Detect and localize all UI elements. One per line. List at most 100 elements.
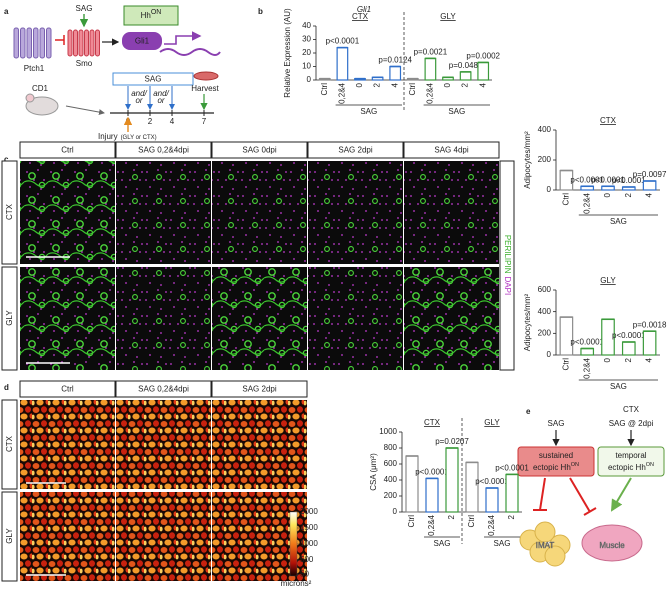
x-tick-label: Ctrl — [562, 358, 571, 371]
micrograph — [212, 267, 307, 370]
column-header — [211, 141, 308, 159]
column-label: SAG 4dpi — [434, 146, 468, 155]
bar — [485, 487, 499, 513]
dna — [159, 48, 221, 56]
group-label: GLY — [600, 276, 616, 285]
y-tick-label: 200 — [538, 155, 552, 164]
column-label: SAG 0,2&4dpi — [138, 146, 189, 155]
mouse-icon — [25, 96, 59, 116]
x-tick-label: 0,2&4 — [338, 82, 347, 103]
box-line: temporal — [615, 451, 646, 460]
p-value: p<0.0001 — [612, 331, 646, 340]
x-tick-label: 2 — [373, 82, 382, 87]
x-tick-label: 0 — [603, 357, 612, 362]
bar — [425, 477, 439, 513]
y-tick-label: 0 — [547, 350, 552, 359]
column-header — [403, 141, 500, 159]
box-text: ectopic Hh — [533, 463, 571, 472]
bar — [642, 180, 657, 191]
row-header — [1, 399, 18, 490]
y-tick-label: 200 — [538, 328, 552, 337]
stain: PERILIPIN — [503, 235, 512, 274]
bar — [477, 61, 490, 81]
bar — [580, 347, 595, 356]
smo-helix — [78, 29, 84, 57]
and-or: or — [157, 96, 164, 105]
panel-label: a — [4, 7, 9, 16]
muscle-label: Muscle — [599, 541, 625, 550]
ptch1-helix — [26, 27, 32, 59]
y-tick-label: 1000 — [379, 427, 397, 436]
x-tick-label: 2 — [624, 357, 633, 362]
ptch1-helix — [46, 27, 52, 59]
injury-label: Injury (GLY or CTX) — [98, 132, 157, 141]
y-tick-label: 0 — [547, 185, 552, 194]
fat-blob — [544, 545, 566, 567]
x-axis-label: SAG — [494, 539, 511, 548]
row-label: CTX — [5, 203, 14, 220]
hh-sup: ON — [151, 9, 162, 16]
micrograph — [20, 400, 115, 489]
panel-label: c — [4, 155, 9, 164]
y-axis-label: Adipocytes/mm² — [523, 131, 532, 189]
smo-label: Smo — [76, 59, 93, 68]
x-tick-label: 0,2&4 — [426, 82, 435, 103]
y-tick-label: 400 — [384, 475, 398, 484]
fat-blob — [534, 521, 556, 543]
stain-box — [499, 160, 515, 371]
micrograph — [20, 161, 115, 264]
stain2: DAPI — [503, 277, 512, 296]
p-value: p<0.0001 — [495, 464, 529, 473]
colorbar-label: 1000 — [300, 539, 318, 548]
ptch1-helix — [39, 27, 45, 59]
box-line: sustained — [539, 451, 573, 460]
colorbar-label: 50 — [300, 570, 309, 579]
y-tick-label: 30 — [302, 35, 311, 44]
y-tick-label: 400 — [538, 307, 552, 316]
ptch1-helix — [13, 27, 19, 59]
x-axis-label: SAG — [448, 107, 465, 116]
x-axis-label: SAG — [434, 539, 451, 548]
micrograph — [308, 267, 403, 370]
x-tick-label: 2 — [507, 514, 516, 519]
box-line: ectopic HhON — [533, 462, 579, 472]
row-label: CTX — [5, 435, 14, 452]
bar — [336, 46, 349, 81]
smo-helix — [95, 29, 100, 57]
hh-box — [123, 5, 179, 26]
x-tick-label: 2 — [624, 192, 633, 197]
sag-box — [112, 72, 194, 86]
p-value: p=0.0021 — [414, 48, 448, 57]
x-tick-label: 0 — [355, 82, 364, 87]
micrograph — [20, 267, 115, 370]
ctx-label: CTX — [623, 405, 640, 414]
y-tick-label: 600 — [538, 285, 552, 294]
muscle-blob — [581, 524, 643, 562]
colorbar-unit: microns² — [281, 579, 312, 588]
p-value: p<0.0001 — [570, 175, 604, 184]
bar — [389, 65, 402, 81]
bar — [621, 341, 636, 356]
x-tick-label: 0,2&4 — [582, 192, 591, 213]
ptch1-helix — [33, 27, 39, 59]
colorbar — [289, 511, 298, 577]
mouse-label: CD1 — [32, 84, 49, 93]
group-label: CTX — [424, 418, 441, 427]
group-label: GLY — [440, 12, 456, 21]
and-or: and/ — [131, 89, 147, 98]
p-value: p<0.0001 — [570, 338, 604, 347]
colorbar-label: 2000 — [300, 507, 318, 516]
y-tick-label: 10 — [302, 62, 311, 71]
box-line: ectopic HhON — [608, 462, 654, 472]
bar — [405, 455, 419, 513]
day-label: 2 — [148, 117, 153, 126]
injury-note: (GLY or CTX) — [121, 135, 157, 141]
line — [583, 507, 597, 516]
p-value: p<0.0001 — [475, 477, 509, 486]
chart-title: Gli1 — [357, 5, 371, 14]
column-header — [115, 380, 212, 398]
x-tick-label: Ctrl — [320, 83, 329, 96]
ptch1-helix — [20, 27, 26, 59]
micrograph — [404, 267, 499, 370]
